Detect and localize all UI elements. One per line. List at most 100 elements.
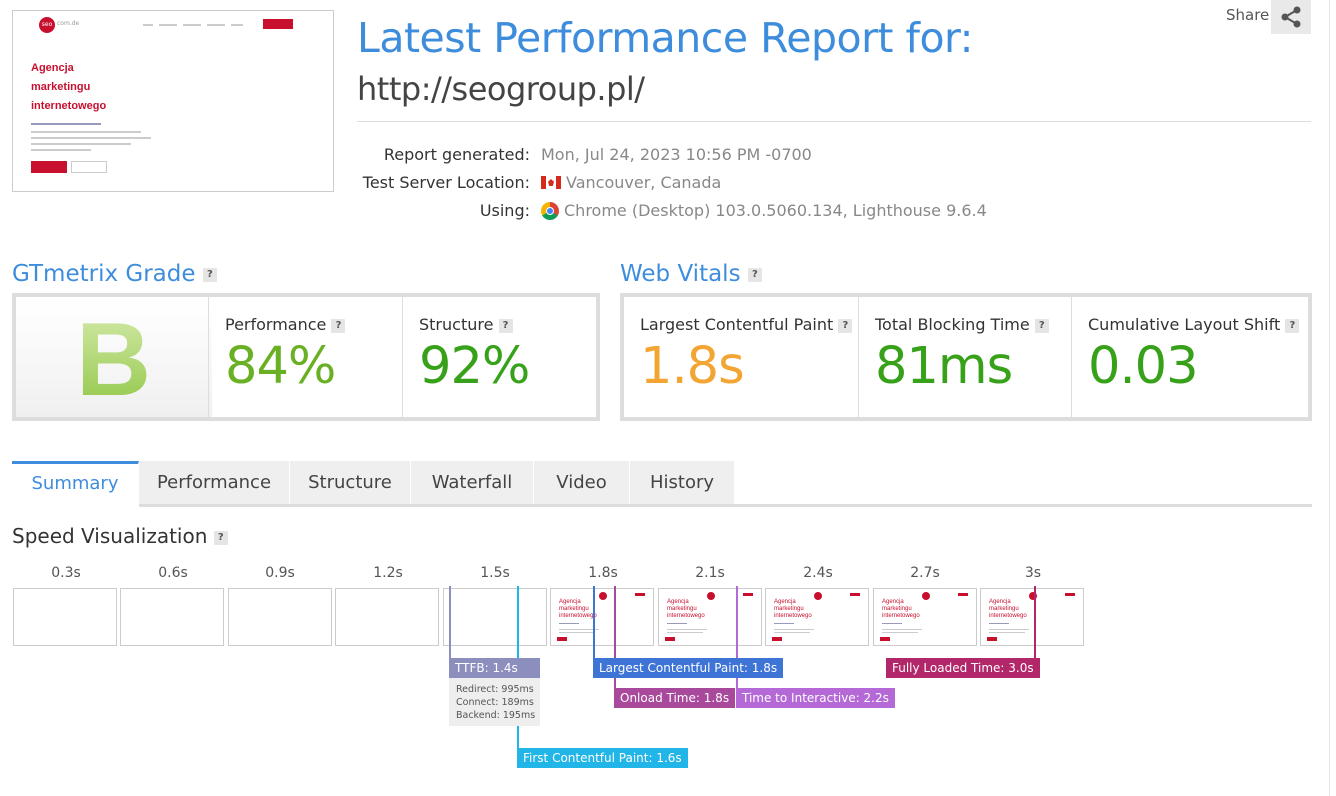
tab-underline xyxy=(139,504,1312,507)
filmstrip-frame[interactable] xyxy=(335,588,439,646)
timeline-tick: 1.2s xyxy=(373,565,403,581)
cls-cell: Cumulative Layout Shift ? 0.03 xyxy=(1072,297,1308,417)
canada-flag-icon xyxy=(541,176,561,189)
timeline-tick: 2.1s xyxy=(695,565,725,581)
tab-structure[interactable]: Structure xyxy=(290,461,411,505)
grade-panel: B Performance ? 84% Structure ? 92% xyxy=(12,293,600,421)
lcp-marker[interactable]: Largest Contentful Paint: 1.8s xyxy=(593,658,784,678)
filmstrip-frame[interactable] xyxy=(443,588,547,646)
thumb-heading: Agencja marketingu internetowego xyxy=(31,62,107,112)
help-icon[interactable]: ? xyxy=(202,267,217,282)
mini-line xyxy=(774,629,814,630)
timeline-tick: 0.9s xyxy=(265,565,295,581)
tti-marker[interactable]: Time to Interactive: 2.2s xyxy=(736,688,895,708)
help-icon[interactable]: ? xyxy=(498,318,513,333)
thumb-nav-line xyxy=(231,24,243,26)
mini-line xyxy=(989,629,1029,630)
cls-value: 0.03 xyxy=(1088,337,1199,396)
thumb-cta xyxy=(263,19,293,29)
mini-line xyxy=(989,632,1025,633)
thumb-text-line xyxy=(31,137,151,139)
report-generated-value: Mon, Jul 24, 2023 10:56 PM -0700 xyxy=(541,145,812,164)
mini-line xyxy=(667,632,703,633)
filmstrip-frame[interactable]: Agencja marketingu internetowego xyxy=(765,588,869,646)
help-icon[interactable]: ? xyxy=(1285,318,1300,333)
mini-line xyxy=(882,632,918,633)
mini-line xyxy=(882,629,922,630)
mini-button xyxy=(987,637,997,641)
report-url: http://seogroup.pl/ xyxy=(357,70,645,108)
structure-label: Structure ? xyxy=(419,315,513,334)
timeline-tick: 3s xyxy=(1024,565,1042,581)
mini-cta xyxy=(1065,593,1075,596)
timeline-tick: 2.4s xyxy=(803,565,833,581)
mini-heading: Agencja marketingu internetowego xyxy=(559,599,597,619)
tti-marker-line xyxy=(736,586,738,688)
filmstrip-frame[interactable] xyxy=(13,588,117,646)
thumb-nav-line xyxy=(207,24,225,26)
mini-line xyxy=(559,629,599,630)
mini-line xyxy=(667,623,687,624)
tab-waterfall[interactable]: Waterfall xyxy=(411,461,534,505)
tab-performance[interactable]: Performance xyxy=(139,461,290,505)
mini-line xyxy=(882,623,902,624)
filmstrip-frame[interactable] xyxy=(228,588,332,646)
thumb-text-line xyxy=(31,149,91,151)
filmstrip-frame[interactable]: Agencja marketingu internetowego xyxy=(550,588,654,646)
mini-heading: Agencja marketingu internetowego xyxy=(774,599,812,619)
tab-history[interactable]: History xyxy=(630,461,735,505)
ttfb-marker-line xyxy=(449,586,451,658)
mini-cta xyxy=(743,593,753,596)
mini-cta xyxy=(850,593,860,596)
speed-visualization-title: Speed Visualization ? xyxy=(12,524,228,548)
page-edge xyxy=(1329,0,1330,796)
timeline-tick: 1.5s xyxy=(480,565,510,581)
mini-cta xyxy=(635,593,645,596)
onload-marker[interactable]: Onload Time: 1.8s xyxy=(614,688,736,708)
help-icon[interactable]: ? xyxy=(747,267,762,282)
report-title: Latest Performance Report for: xyxy=(357,14,974,62)
lcp-marker-line xyxy=(593,586,595,658)
tbt-label: Total Blocking Time ? xyxy=(875,315,1049,334)
server-location-label: Test Server Location: xyxy=(362,173,530,192)
ttfb-marker[interactable]: TTFB: 1.4s xyxy=(449,658,540,678)
mini-line xyxy=(774,632,810,633)
thumb-nav-line xyxy=(183,24,201,26)
share-button[interactable] xyxy=(1271,0,1311,34)
help-icon[interactable]: ? xyxy=(331,318,346,333)
fully-loaded-marker[interactable]: Fully Loaded Time: 3.0s xyxy=(886,658,1040,678)
tab-summary[interactable]: Summary xyxy=(12,461,139,505)
ttfb-details: Redirect: 995ms Connect: 189ms Backend: … xyxy=(449,678,540,726)
chrome-icon xyxy=(541,201,559,220)
mini-logo xyxy=(599,592,607,600)
fcp-marker[interactable]: First Contentful Paint: 1.6s xyxy=(517,748,688,768)
help-icon[interactable]: ? xyxy=(838,318,853,333)
mini-heading: Agencja marketingu internetowego xyxy=(882,599,920,619)
filmstrip-frame[interactable]: Agencja marketingu internetowego xyxy=(658,588,762,646)
performance-label: Performance ? xyxy=(225,315,346,334)
thumb-nav-line xyxy=(143,24,153,26)
onload-marker-line xyxy=(614,586,616,688)
share-label: Share xyxy=(1226,6,1270,24)
mini-heading: Agencja marketingu internetowego xyxy=(667,599,705,619)
performance-score: 84% xyxy=(225,337,336,396)
filmstrip-frame[interactable]: Agencja marketingu internetowego xyxy=(873,588,977,646)
page-screenshot-thumbnail[interactable]: seo com.de Agencja marketingu internetow… xyxy=(12,10,334,192)
tbt-cell: Total Blocking Time ? 81ms xyxy=(859,297,1071,417)
thumb-text-line xyxy=(31,131,141,133)
tab-video[interactable]: Video xyxy=(534,461,630,505)
mini-logo xyxy=(814,592,822,600)
timeline-tick: 2.7s xyxy=(910,565,940,581)
mini-logo xyxy=(1029,592,1037,600)
mini-button xyxy=(880,637,890,641)
filmstrip-frame[interactable]: Agencja marketingu internetowego xyxy=(980,588,1084,646)
using-label: Using: xyxy=(479,201,530,220)
share-icon xyxy=(1281,6,1301,28)
mini-logo xyxy=(707,592,715,600)
mini-line xyxy=(559,632,595,633)
thumb-button xyxy=(71,161,107,173)
help-icon[interactable]: ? xyxy=(1034,318,1049,333)
filmstrip-frame[interactable] xyxy=(120,588,224,646)
mini-cta xyxy=(958,593,968,596)
help-icon[interactable]: ? xyxy=(213,530,228,545)
